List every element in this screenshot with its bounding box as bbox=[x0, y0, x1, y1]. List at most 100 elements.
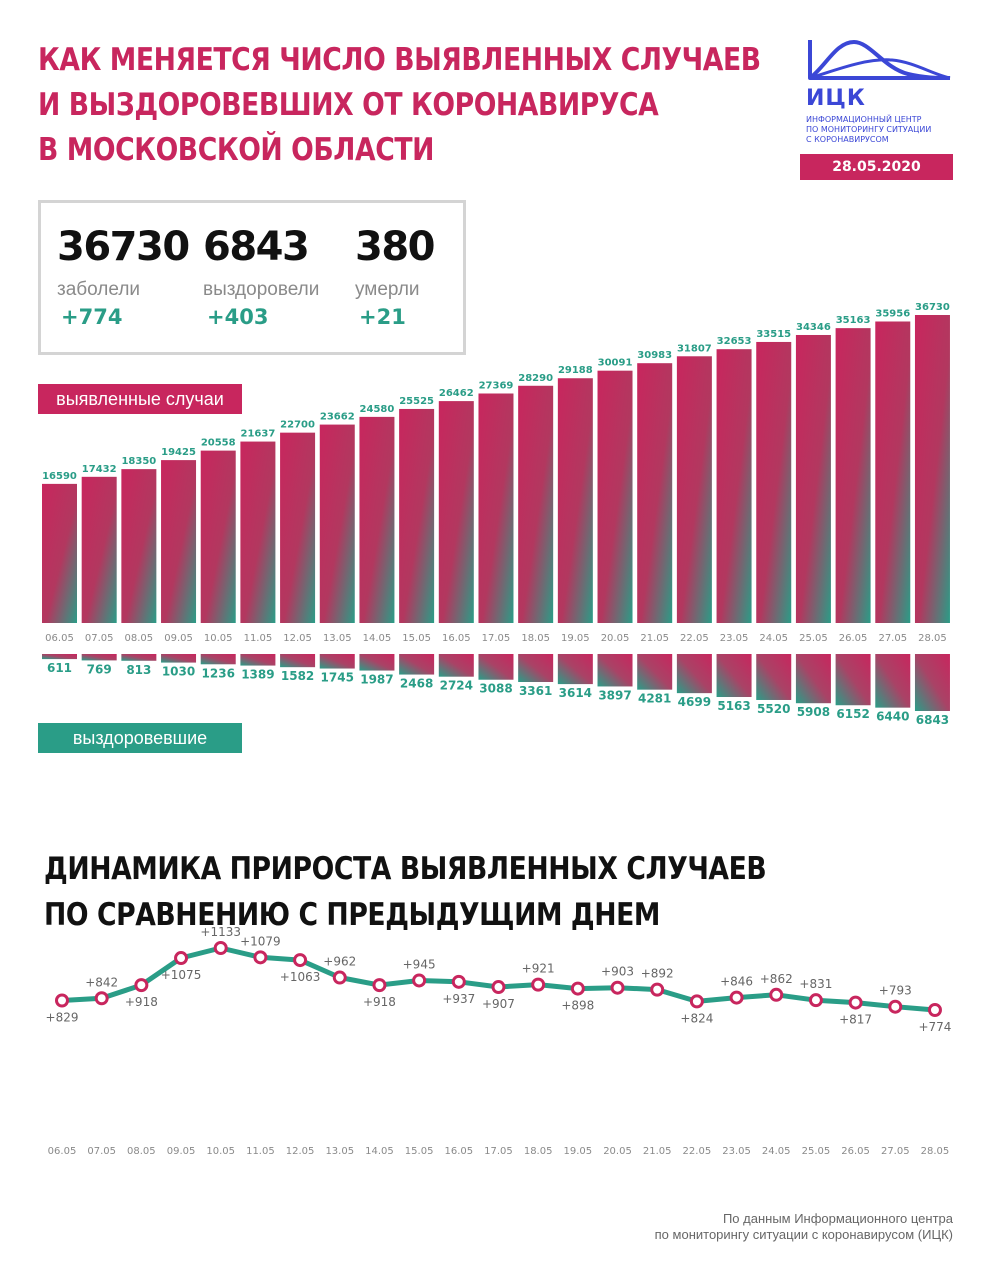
logo-abbr: ИЦК bbox=[806, 86, 866, 111]
growth-data-label: +918 bbox=[363, 995, 396, 1009]
growth-data-label: +1133 bbox=[200, 925, 241, 939]
recovered-bar bbox=[359, 654, 395, 671]
x-tick-label: 25.05 bbox=[799, 633, 828, 644]
cases-bar-label: 29188 bbox=[558, 365, 593, 376]
cases-bar-label: 33515 bbox=[756, 329, 791, 340]
stat-value: 6843 bbox=[203, 224, 310, 270]
logo-subtitle-line: С КОРОНАВИРУСОМ bbox=[806, 135, 889, 144]
recovered-bar bbox=[319, 654, 355, 669]
source-note-line: По данным Информационного центра bbox=[722, 1211, 953, 1226]
cases-bar-label: 20558 bbox=[201, 438, 236, 449]
x-tick-label: 08.05 bbox=[127, 1146, 156, 1157]
growth-point bbox=[927, 1003, 942, 1017]
cases-bar-label: 19425 bbox=[161, 447, 196, 458]
cases-bar bbox=[756, 341, 792, 623]
cases-bar-label: 26462 bbox=[439, 388, 474, 399]
cases-bar-label: 32653 bbox=[717, 336, 752, 347]
cases-bar-label: 34346 bbox=[796, 322, 831, 333]
x-tick-label: 16.05 bbox=[444, 1146, 473, 1157]
logo-subtitle: ИНФОРМАЦИОННЫЙ ЦЕНТР ПО МОНИТОРИНГУ СИТУ… bbox=[806, 115, 966, 145]
x-tick-label: 15.05 bbox=[402, 633, 431, 644]
growth-data-label: +921 bbox=[522, 962, 555, 976]
growth-data-label: +846 bbox=[720, 975, 753, 989]
recovered-bar-label: 5908 bbox=[797, 705, 830, 719]
cases-bar-label: 24580 bbox=[360, 404, 395, 415]
cases-bar-label: 36730 bbox=[915, 302, 950, 313]
x-tick-label: 24.05 bbox=[759, 633, 788, 644]
growth-point bbox=[610, 980, 625, 995]
x-tick-label: 11.05 bbox=[246, 1146, 275, 1157]
recovered-bar bbox=[200, 654, 236, 665]
growth-point bbox=[293, 953, 308, 968]
stat-delta: +403 bbox=[207, 305, 269, 329]
cases-bar-label: 27369 bbox=[479, 380, 514, 391]
date-badge: 28.05.2020 bbox=[800, 154, 953, 180]
recovered-bar-label: 1582 bbox=[281, 669, 314, 683]
stat-label: выздоровели bbox=[203, 279, 320, 300]
cases-bar-label: 17432 bbox=[82, 464, 117, 475]
growth-data-label: +907 bbox=[482, 997, 515, 1011]
cases-bar-label: 30983 bbox=[637, 350, 672, 361]
x-tick-label: 25.05 bbox=[802, 1146, 831, 1157]
icc-logo-icon bbox=[808, 39, 951, 80]
stat-label: умерли bbox=[355, 279, 420, 300]
x-tick-label: 20.05 bbox=[603, 1146, 632, 1157]
growth-point bbox=[689, 994, 704, 1009]
cases-bar-label: 31807 bbox=[677, 343, 712, 354]
growth-point bbox=[451, 974, 466, 989]
x-tick-label: 10.05 bbox=[206, 1146, 235, 1157]
cases-bar bbox=[597, 370, 633, 623]
stat-label: заболели bbox=[57, 279, 141, 300]
growth-point bbox=[332, 970, 347, 985]
x-tick-label: 23.05 bbox=[720, 633, 749, 644]
x-tick-label: 15.05 bbox=[405, 1146, 434, 1157]
x-tick-label: 06.05 bbox=[45, 633, 74, 644]
recovered-bar-label: 1236 bbox=[202, 666, 235, 680]
growth-data-label: +945 bbox=[403, 957, 436, 971]
recovered-bar bbox=[161, 654, 197, 663]
cases-bar bbox=[914, 315, 950, 623]
legend-recovered: выздоровевшие bbox=[38, 723, 242, 753]
stats-box: 36730 заболели +774 6843 выздоровели +40… bbox=[38, 200, 466, 355]
cases-bar-label: 25525 bbox=[399, 396, 434, 407]
recovered-bar-label: 3614 bbox=[559, 686, 592, 700]
cases-bar-label: 28290 bbox=[518, 373, 553, 384]
source-note-line: по мониторингу ситуации с коронавирусом … bbox=[654, 1227, 953, 1242]
x-tick-label: 22.05 bbox=[683, 1146, 712, 1157]
growth-data-label: +842 bbox=[85, 975, 118, 989]
cases-bar bbox=[81, 476, 117, 623]
recovered-bar bbox=[280, 654, 316, 668]
growth-data-label: +1075 bbox=[161, 968, 202, 982]
growth-point bbox=[769, 987, 784, 1002]
growth-point bbox=[491, 980, 506, 995]
growth-point bbox=[134, 978, 149, 993]
recovered-bar bbox=[676, 654, 712, 694]
cases-bar bbox=[399, 408, 435, 623]
growth-title-line: ПО СРАВНЕНИЮ С ПРЕДЫДУЩИМ ДНЕМ bbox=[44, 897, 660, 933]
legend-cases: выявленные случаи bbox=[38, 384, 242, 414]
recovered-bar-label: 4699 bbox=[678, 695, 711, 709]
growth-point bbox=[531, 977, 546, 992]
growth-data-label: +774 bbox=[918, 1020, 951, 1034]
recovered-bar bbox=[756, 654, 792, 700]
recovered-bar-label: 6440 bbox=[876, 710, 909, 724]
growth-data-label: +918 bbox=[125, 995, 158, 1009]
x-tick-label: 09.05 bbox=[164, 633, 193, 644]
cases-bar bbox=[240, 441, 276, 623]
stat-value: 380 bbox=[355, 224, 436, 270]
recovered-bar-label: 4281 bbox=[638, 692, 671, 706]
cases-bar-label: 18350 bbox=[121, 456, 156, 467]
recovered-bar bbox=[914, 654, 950, 711]
growth-point bbox=[94, 991, 109, 1006]
growth-data-label: +824 bbox=[680, 1011, 713, 1025]
recovered-bar-label: 769 bbox=[87, 662, 112, 676]
recovered-bar-label: 5163 bbox=[717, 699, 750, 713]
x-tick-label: 18.05 bbox=[524, 1146, 553, 1157]
recovered-bar bbox=[518, 654, 554, 682]
recovered-bar-label: 6152 bbox=[836, 707, 869, 721]
growth-point bbox=[729, 990, 744, 1005]
recovered-bar-label: 6843 bbox=[916, 713, 949, 727]
growth-point bbox=[372, 978, 387, 993]
stat-value: 36730 bbox=[57, 224, 190, 270]
